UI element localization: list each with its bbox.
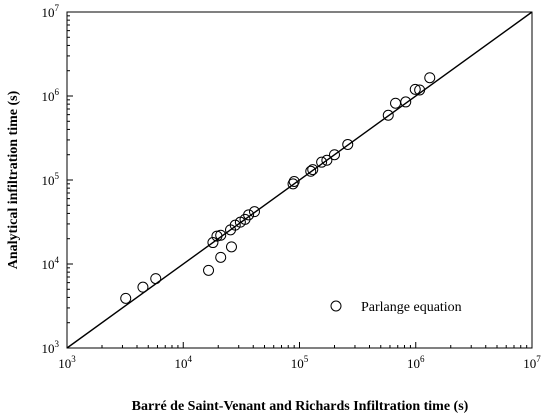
data-point — [211, 230, 223, 242]
data-point — [328, 149, 340, 161]
legend-marker — [330, 300, 342, 312]
data-point — [409, 83, 421, 95]
data-point — [390, 97, 402, 109]
data-point — [150, 273, 162, 285]
legend: Parlange equation — [330, 300, 462, 315]
y-tick-labels: 103 104 105 106 107 — [42, 3, 60, 356]
data-point — [229, 219, 241, 231]
data-points — [120, 72, 436, 304]
y-tick-label: 103 — [42, 339, 60, 356]
data-point — [307, 164, 319, 176]
y-tick-label: 107 — [42, 3, 60, 20]
data-point — [288, 175, 300, 187]
data-point — [137, 281, 149, 293]
y-axis-title: Analytical infiltration time (s) — [6, 90, 21, 269]
x-tick-labels: 103 104 105 106 107 — [58, 354, 541, 371]
x-tick-label: 104 — [175, 354, 193, 371]
data-point — [342, 138, 354, 150]
data-point — [243, 209, 255, 221]
one-to-one-line — [66, 11, 533, 349]
x-tick-label: 103 — [58, 354, 76, 371]
data-point — [215, 251, 227, 263]
data-point — [120, 292, 132, 304]
y-tick-label: 106 — [42, 87, 60, 104]
data-point — [305, 165, 317, 177]
data-point — [414, 84, 426, 96]
tick-marks — [66, 15, 528, 349]
data-point — [382, 109, 394, 121]
x-axis-title: Barré de Saint-Venant and Richards Infil… — [132, 399, 469, 414]
x-tick-label: 106 — [407, 354, 425, 371]
data-point — [321, 154, 333, 166]
y-tick-label: 104 — [42, 255, 60, 272]
legend-label: Parlange equation — [361, 300, 462, 315]
y-tick-label: 105 — [42, 171, 60, 188]
data-point — [225, 241, 237, 253]
data-point — [400, 96, 412, 108]
x-tick-label: 105 — [291, 354, 309, 371]
data-point — [215, 229, 227, 241]
data-point — [424, 72, 436, 84]
x-tick-label: 107 — [523, 354, 541, 371]
data-point — [207, 237, 219, 249]
data-point — [203, 264, 215, 276]
data-point — [316, 156, 328, 168]
data-point — [248, 206, 260, 218]
